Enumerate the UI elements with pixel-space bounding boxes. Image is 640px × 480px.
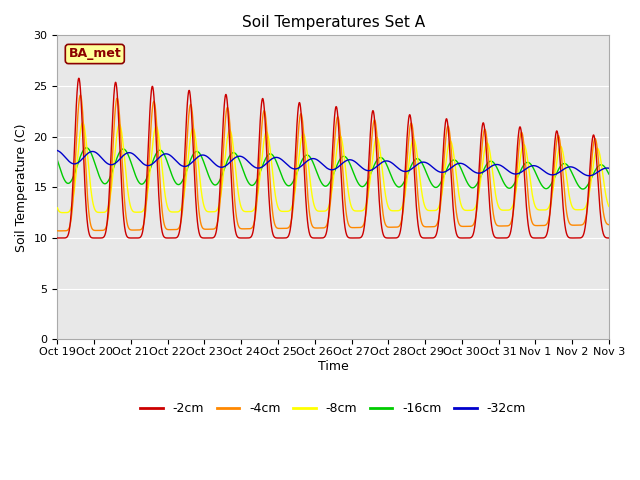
Text: BA_met: BA_met [68, 48, 121, 60]
Y-axis label: Soil Temperature (C): Soil Temperature (C) [15, 123, 28, 252]
Title: Soil Temperatures Set A: Soil Temperatures Set A [241, 15, 425, 30]
X-axis label: Time: Time [318, 360, 349, 373]
Legend: -2cm, -4cm, -8cm, -16cm, -32cm: -2cm, -4cm, -8cm, -16cm, -32cm [135, 397, 531, 420]
